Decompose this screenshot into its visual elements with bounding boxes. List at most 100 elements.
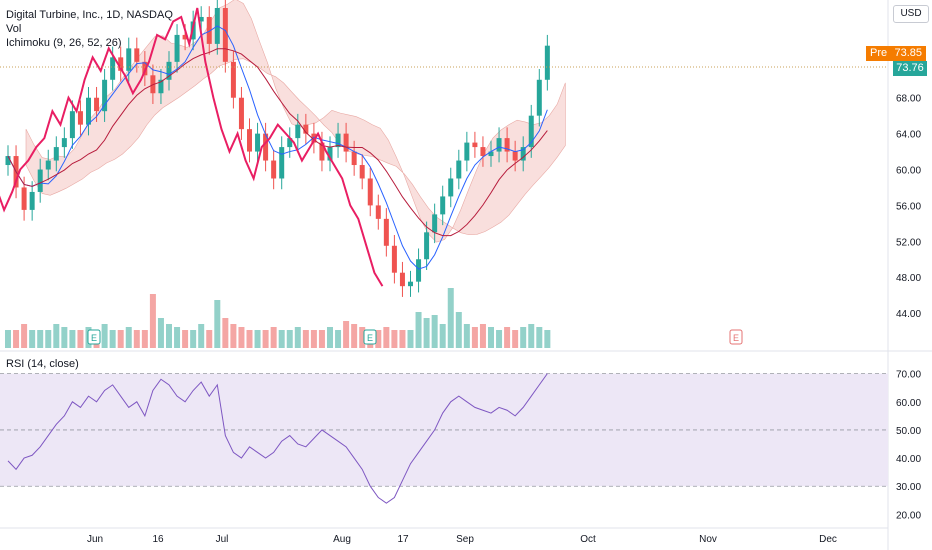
price-tick-label: 60.00 — [896, 166, 921, 177]
candle-body — [182, 34, 188, 40]
volume-bar — [182, 330, 189, 348]
candle-body — [391, 245, 397, 273]
currency-button[interactable]: USD — [893, 5, 929, 23]
candle-body — [142, 61, 148, 76]
candle-body — [174, 34, 180, 62]
main-pane[interactable] — [0, 0, 888, 350]
volume-bar — [294, 327, 301, 348]
earnings-marker[interactable]: E — [729, 329, 743, 345]
candle-body — [311, 133, 317, 143]
pre-value: 73.85 — [894, 47, 922, 59]
candle-body — [166, 61, 172, 80]
volume-bar — [375, 330, 382, 348]
candle-body — [383, 218, 389, 246]
axes: 72.0068.0064.0060.0056.0052.0048.0044.00… — [87, 58, 922, 545]
volume-bar — [141, 330, 148, 348]
candle-body — [69, 111, 75, 139]
volume-bar — [415, 312, 422, 348]
volume-bar — [230, 324, 237, 348]
volume-bar — [318, 330, 325, 348]
candle-body — [351, 151, 357, 166]
volume-bar — [5, 330, 11, 348]
candle-body — [464, 142, 470, 161]
volume-bar — [488, 327, 494, 348]
candle-body — [247, 129, 252, 152]
volume-bar — [174, 327, 181, 348]
candle-body — [359, 165, 365, 179]
earnings-marker-label: E — [733, 333, 739, 343]
candle-body — [86, 97, 91, 125]
rsi-pane — [0, 373, 888, 504]
earnings-marker[interactable]: E — [87, 329, 101, 345]
candle-body — [126, 48, 132, 71]
candle-body — [472, 142, 478, 148]
candle-body — [45, 160, 51, 170]
candle-body — [327, 147, 333, 161]
time-tick-label: 17 — [397, 534, 409, 545]
rsi-tick-label: 50.00 — [896, 426, 921, 437]
candles — [5, 0, 550, 297]
volume-bar — [479, 324, 486, 348]
volume-bar — [246, 330, 253, 348]
volume-bar — [512, 330, 519, 348]
premarket-price-tag: Pre 73.85 — [866, 46, 926, 61]
candle-body — [440, 196, 446, 215]
volume-bar — [254, 330, 261, 348]
volume-bar — [117, 330, 124, 348]
volume-bar — [166, 324, 172, 348]
volume-bar — [463, 324, 470, 348]
kijun-line — [7, 48, 548, 237]
volume-bar — [302, 330, 309, 348]
candle-body — [544, 45, 550, 80]
volume-bar — [359, 327, 366, 348]
candle-body — [279, 147, 285, 179]
candle-body — [512, 151, 518, 161]
candle-body — [480, 147, 486, 157]
volume-bar — [101, 324, 108, 348]
candle-body — [158, 79, 164, 94]
earnings-marker[interactable]: E — [363, 329, 377, 345]
candle-body — [432, 214, 438, 233]
volume-bar — [471, 327, 478, 348]
time-tick-label: Jun — [87, 534, 103, 545]
rsi-legend[interactable]: RSI (14, close) — [6, 358, 79, 370]
volume-bar — [335, 330, 342, 348]
candle-body — [271, 160, 277, 179]
price-tick-label: 68.00 — [896, 94, 921, 105]
candle-body — [61, 138, 67, 148]
volume-bar — [286, 330, 293, 348]
candle-body — [416, 259, 422, 282]
volume-bar — [29, 330, 36, 348]
volume-bar — [125, 327, 132, 348]
volume-bar — [310, 330, 317, 348]
volume-bar — [149, 294, 156, 348]
rsi-line — [7, 373, 548, 504]
price-tick-label: 64.00 — [896, 130, 921, 141]
volume-bar — [407, 330, 414, 348]
tenkan-line — [7, 25, 548, 270]
candle-body — [488, 151, 494, 157]
candle-body — [255, 133, 261, 152]
volume-bar — [455, 312, 462, 348]
rsi-tick-label: 20.00 — [896, 510, 921, 521]
candle-body — [536, 79, 542, 116]
volume-legend[interactable]: Vol — [6, 23, 22, 35]
rsi-tick-label: 60.00 — [896, 398, 921, 409]
earnings-marker-label: E — [91, 333, 97, 343]
candle-body — [448, 178, 454, 197]
candle-body — [408, 281, 413, 287]
volume-bar — [391, 330, 398, 348]
volume-bar — [214, 300, 221, 348]
ichimoku-legend[interactable]: Ichimoku (9, 26, 52, 26) — [6, 37, 122, 49]
volume-bar — [383, 327, 390, 348]
rsi-tick-label: 70.00 — [896, 370, 921, 381]
time-tick-label: Aug — [333, 534, 351, 545]
volume-bar — [157, 318, 164, 348]
volume-bar — [61, 327, 68, 348]
candle-body — [424, 232, 430, 260]
candle-body — [287, 138, 293, 148]
volume-bar — [21, 324, 28, 348]
candle-body — [94, 97, 100, 112]
